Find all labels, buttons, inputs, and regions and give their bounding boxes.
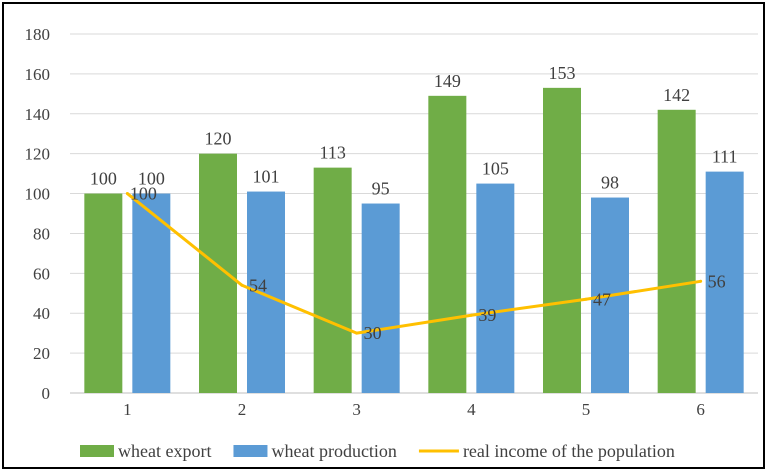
bar-data-label: 95 — [372, 179, 390, 199]
bar — [361, 203, 400, 393]
x-tick-label: 3 — [352, 400, 361, 419]
x-tick-label: 6 — [696, 400, 705, 419]
line-data-label: 54 — [249, 275, 267, 295]
bar-data-label: 111 — [712, 147, 738, 167]
line-point — [469, 313, 473, 317]
legend-label: real income of the population — [463, 441, 675, 461]
y-tick-label: 140 — [25, 105, 51, 124]
legend-swatch — [80, 445, 114, 457]
bar — [428, 95, 467, 394]
line-series — [125, 192, 703, 335]
legend-swatch — [233, 445, 268, 457]
bar-series — [84, 87, 744, 394]
line-point — [240, 283, 244, 287]
bar-data-label: 100 — [138, 169, 165, 189]
legend-item: wheat export — [80, 441, 211, 461]
line-path — [126, 192, 701, 335]
bar — [476, 183, 515, 393]
bar-data-label: 105 — [482, 159, 509, 179]
y-tick-label: 0 — [42, 384, 51, 403]
line-data-label: 30 — [364, 323, 382, 343]
y-axis-tick-labels: 0 20 40 60 80 100 120 140 160 180 — [25, 25, 51, 403]
y-tick-label: 180 — [25, 25, 51, 44]
bar-data-label: 149 — [434, 71, 461, 91]
x-axis-tick-labels: 1 2 3 4 5 6 — [123, 400, 705, 419]
y-tick-label: 160 — [25, 65, 51, 84]
line-data-label: 47 — [593, 289, 611, 309]
bar — [132, 193, 171, 393]
line-data-label: 56 — [708, 271, 726, 291]
legend-item: real income of the population — [418, 441, 675, 461]
bar-data-label: 101 — [253, 167, 280, 187]
legend-label: wheat export — [118, 441, 211, 461]
line-point — [584, 297, 588, 301]
grid-lines — [70, 33, 758, 394]
line-point — [125, 192, 129, 196]
bar-data-label: 113 — [319, 143, 345, 163]
bar — [657, 109, 696, 394]
bar — [543, 87, 581, 393]
legend-label: wheat production — [271, 441, 396, 461]
legend-item: wheat production — [233, 441, 397, 461]
x-tick-label: 1 — [123, 400, 132, 419]
bar — [313, 167, 352, 393]
line-point — [355, 331, 359, 335]
y-tick-label: 100 — [25, 185, 51, 204]
bar-data-label: 142 — [663, 85, 690, 105]
legend: wheat export wheat production real income … — [80, 441, 675, 461]
bar-data-labels: 100 100 120 101 113 95 149 105 153 98 142 111 — [90, 63, 738, 199]
line-data-label: 100 — [130, 184, 157, 204]
bar-data-label: 100 — [90, 169, 117, 189]
bar-data-label: 120 — [205, 129, 232, 149]
bar — [199, 153, 237, 393]
y-tick-label: 20 — [33, 344, 50, 363]
line-data-label: 39 — [478, 305, 496, 325]
bar — [705, 171, 744, 393]
bar — [84, 193, 123, 393]
bar-data-label: 98 — [601, 173, 619, 193]
y-tick-label: 80 — [33, 224, 50, 243]
line-data-labels: 100 54 30 39 47 56 — [130, 184, 726, 344]
bar-data-label: 153 — [549, 63, 576, 83]
y-tick-label: 60 — [33, 264, 50, 283]
x-tick-label: 4 — [467, 400, 476, 419]
y-tick-label: 40 — [33, 304, 50, 323]
x-tick-label: 5 — [582, 400, 591, 419]
line-point — [699, 279, 703, 283]
y-tick-label: 120 — [25, 145, 51, 164]
x-tick-label: 2 — [238, 400, 247, 419]
bar — [247, 191, 285, 393]
